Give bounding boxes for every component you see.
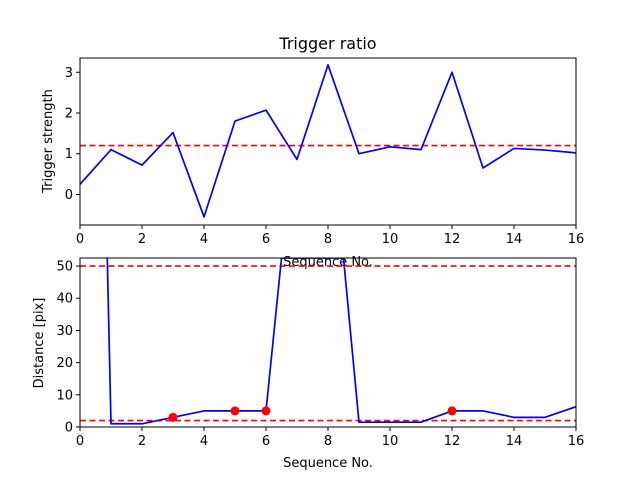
series-line (80, 64, 576, 218)
plot-area (80, 258, 576, 425)
x-tick-label: 4 (200, 232, 208, 247)
x-tick-label: 10 (382, 232, 399, 247)
y-tick-label: 2 (65, 106, 73, 121)
x-tick-label: 14 (506, 232, 523, 247)
y-tick-label: 0 (65, 421, 73, 436)
y-tick-label: 40 (56, 292, 73, 307)
data-marker (447, 406, 457, 416)
y-tick-label: 20 (56, 356, 73, 371)
x-tick-label: 6 (262, 434, 270, 449)
data-marker (168, 412, 178, 422)
x-tick-label: 16 (568, 232, 585, 247)
y-tick-label: 1 (65, 147, 73, 162)
y-axis-title: Trigger strength (41, 89, 56, 194)
x-tick-label: 8 (324, 434, 332, 449)
x-tick-label: 2 (138, 232, 146, 247)
series-line (106, 258, 576, 425)
distance-panel: Sequence No. Distance [pix] 0 2 4 6 8 10 12 14 1… (32, 257, 585, 471)
x-tick-label: 8 (324, 232, 332, 247)
plot-area (80, 64, 576, 218)
y-tick-label: 3 (65, 66, 73, 81)
x-tick-label: 12 (444, 232, 461, 247)
x-tick-label: 4 (200, 434, 208, 449)
x-axis-title: Sequence No. (283, 255, 373, 270)
x-tick-label: 16 (568, 434, 585, 449)
x-tick-label: 0 (76, 434, 84, 449)
x-tick-label: 2 (138, 434, 146, 449)
x-tick-label: 6 (262, 232, 270, 247)
x-tick-label: 0 (76, 232, 84, 247)
y-axis-title: Distance [pix] (32, 298, 47, 389)
x-axis-title: Sequence No. (283, 456, 373, 471)
y-tick-label: 10 (56, 388, 73, 403)
data-marker (230, 406, 240, 416)
chart-title: Trigger ratio (278, 34, 376, 53)
y-tick-label: 30 (56, 324, 73, 339)
x-tick-label: 14 (506, 434, 523, 449)
x-tick-label: 12 (444, 434, 461, 449)
y-tick-label: 50 (56, 260, 73, 275)
y-tick-label: 0 (65, 188, 73, 203)
x-tick-label: 10 (382, 434, 399, 449)
data-marker (261, 406, 271, 416)
